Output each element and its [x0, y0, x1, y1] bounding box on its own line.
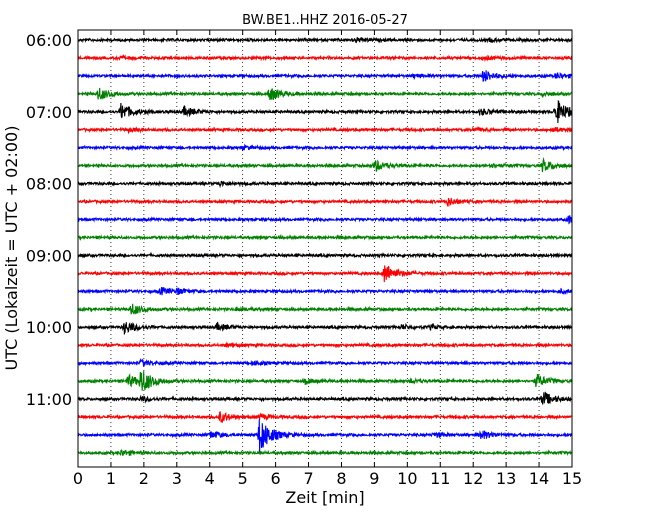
trace-1100: [77, 391, 573, 405]
y-tick-label: 10:00: [26, 318, 72, 337]
trace-0930: [77, 287, 573, 296]
trace-0830: [77, 215, 573, 225]
trace-0700: [77, 100, 573, 124]
x-tick-label: 2: [139, 469, 149, 488]
trace-1045: [77, 371, 573, 391]
x-tick-label: 15: [562, 469, 582, 488]
trace-1130: [77, 419, 573, 453]
trace-0730: [77, 143, 573, 152]
x-tick-label: 0: [73, 469, 83, 488]
x-tick-label: 11: [430, 469, 450, 488]
y-axis: 06:00 07:00 08:00 09:00 10:00 11:00: [26, 31, 572, 409]
x-tick-label: 4: [205, 469, 215, 488]
vertical-grid: [110, 30, 540, 467]
trace-0800: [77, 180, 573, 189]
x-tick-label: 7: [303, 469, 313, 488]
chart-title: BW.BE1..HHZ 2016-05-27: [242, 13, 408, 28]
trace-0600: [77, 36, 573, 44]
trace-1030: [77, 358, 573, 368]
trace-0915: [77, 265, 573, 283]
y-tick-label: 09:00: [26, 246, 72, 265]
plot-frame: [77, 29, 573, 468]
trace-1000: [77, 321, 573, 335]
trace-0645: [77, 87, 572, 101]
x-tick-label: 6: [271, 469, 281, 488]
trace-0900: [77, 251, 573, 259]
y-tick-label: 06:00: [26, 31, 72, 50]
x-tick-label: 14: [529, 469, 549, 488]
y-tick-label: 11:00: [26, 390, 72, 409]
y-tick-label: 08:00: [26, 175, 72, 194]
trace-0745: [77, 157, 573, 173]
trace-0845: [77, 234, 573, 241]
x-tick-label: 12: [463, 469, 483, 488]
x-tick-label: 9: [369, 469, 379, 488]
trace-0615: [77, 53, 573, 62]
x-axis-label: Zeit [min]: [285, 488, 364, 507]
x-tick-label: 5: [238, 469, 248, 488]
trace-1145: [77, 448, 573, 457]
x-tick-label: 3: [172, 469, 182, 488]
trace-0715: [77, 126, 573, 135]
y-axis-label: UTC (Lokalzeit = UTC + 02:00): [2, 126, 21, 371]
x-tick-label: 8: [336, 469, 346, 488]
trace-0630: [77, 70, 573, 82]
x-tick-label: 1: [106, 469, 116, 488]
trace-group: [77, 36, 573, 457]
trace-1115: [77, 410, 573, 424]
trace-0945: [77, 303, 573, 315]
x-tick-label: 13: [496, 469, 516, 488]
x-axis: 0 1 2 3 4 5 6 7 8 9 10 11 12 13 14 15: [73, 30, 582, 488]
trace-0815: [77, 197, 573, 207]
x-tick-label: 10: [397, 469, 417, 488]
y-tick-label: 07:00: [26, 103, 72, 122]
trace-1015: [77, 341, 573, 349]
